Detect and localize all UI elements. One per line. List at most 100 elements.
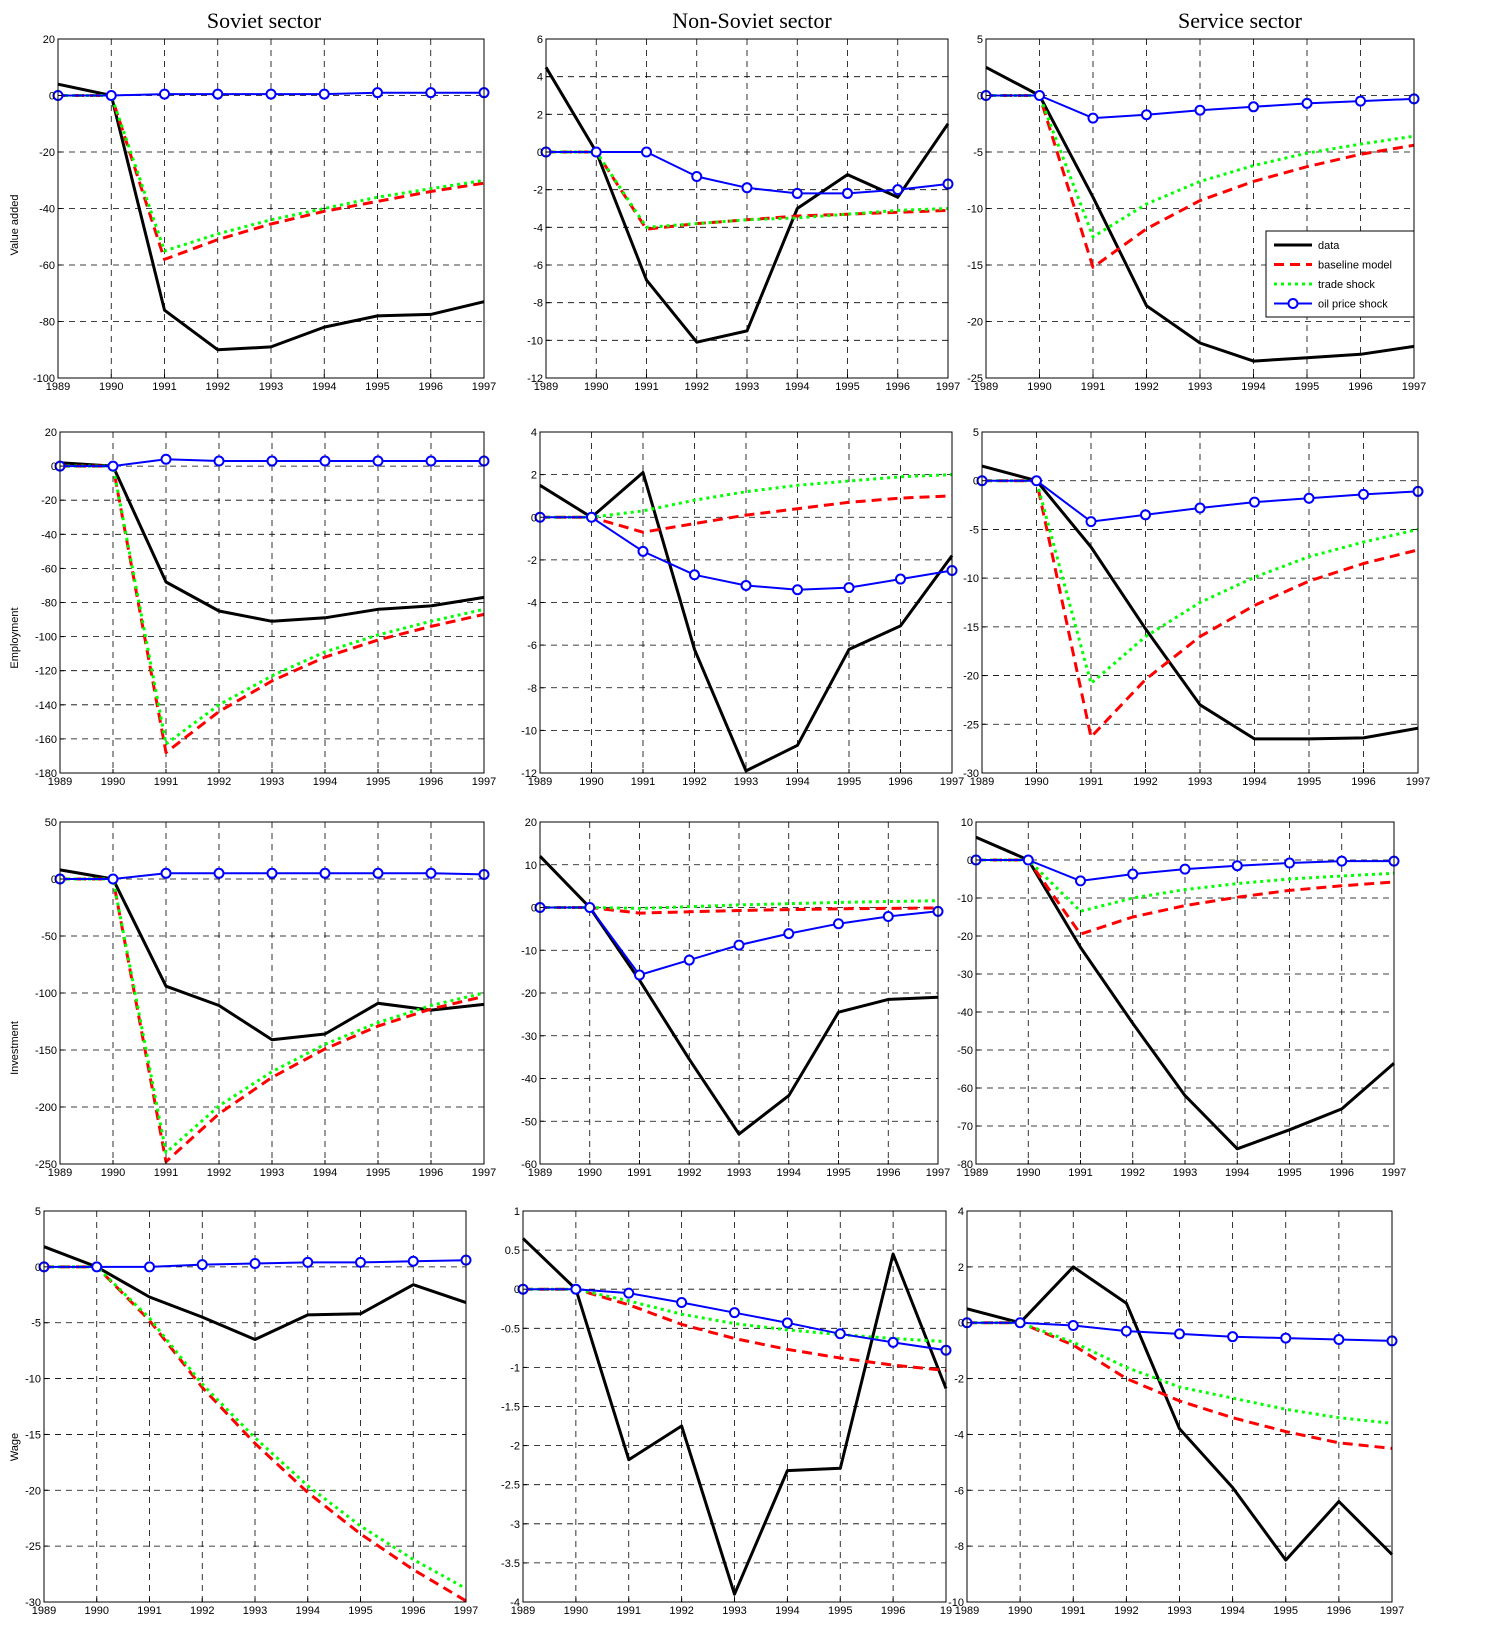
x-tick-label: 1992 — [1121, 1167, 1145, 1179]
x-tick-label: 1995 — [1295, 381, 1319, 393]
y-tick-label: -0.5 — [501, 1323, 520, 1335]
x-tick-label: 1991 — [154, 1167, 178, 1179]
y-tick-label: 0 — [51, 874, 57, 886]
series-point-oil — [729, 1307, 740, 1319]
y-tick-label: -50 — [957, 1045, 973, 1057]
row-labels: Value added Employment Investment Wage — [9, 195, 21, 1462]
y-tick-label: -10 — [527, 335, 543, 347]
y-tick-label: -8 — [533, 298, 543, 310]
y-tick-label: -15 — [25, 1429, 41, 1441]
x-tick-label: 1993 — [1188, 381, 1212, 393]
x-tick-label: 1992 — [677, 1167, 701, 1179]
series-point-oil — [1022, 854, 1034, 866]
y-tick-label: 0 — [973, 476, 979, 488]
x-tick-label: 1993 — [243, 1605, 267, 1617]
y-tick-label: -10 — [521, 945, 537, 957]
x-tick-label: 1989 — [46, 381, 70, 393]
y-tick-label: -20 — [41, 495, 57, 507]
panel-value-added-service-sector: 1989 1990 1991 1992 1993 1994 1995 1996 1997 -25 -… — [967, 34, 1426, 393]
series-point-oil — [634, 969, 645, 981]
x-tick-label: 1993 — [735, 381, 759, 393]
x-tick-label: 1993 — [727, 1167, 751, 1179]
series-line-trade — [967, 1321, 1393, 1425]
x-tick-label: 1996 — [419, 776, 443, 788]
x-tick-label: 1993 — [1167, 1605, 1191, 1617]
series-line-baseline — [60, 464, 485, 754]
x-tick-label: 1996 — [1351, 776, 1375, 788]
series-point-oil — [570, 1283, 582, 1295]
x-tick-label: 1995 — [1277, 1167, 1301, 1179]
x-tick-label: 19 — [940, 1605, 952, 1617]
series-point-oil — [691, 170, 703, 182]
y-tick-label: -5 — [31, 1318, 41, 1330]
x-tick-label: 1996 — [1348, 381, 1372, 393]
series-point-oil — [1179, 863, 1191, 875]
y-tick-label: -6 — [527, 640, 537, 652]
series-point-oil — [791, 187, 803, 199]
x-tick-label: 1990 — [1008, 1605, 1032, 1617]
series-point-oil — [319, 867, 331, 879]
x-tick-label: 1996 — [419, 1167, 443, 1179]
x-tick-label: 1989 — [511, 1605, 535, 1617]
x-tick-label: 1991 — [1068, 1167, 1092, 1179]
series-point-oil — [843, 582, 855, 594]
series-line-data — [966, 1265, 1394, 1562]
x-tick-label: 1993 — [260, 1167, 284, 1179]
x-tick-label: 1994 — [775, 1605, 799, 1617]
x-tick-label: 1992 — [206, 381, 230, 393]
series-point-oil — [319, 455, 331, 467]
x-tick-label: 1990 — [579, 776, 603, 788]
panel-wage-non-soviet-sector: 1989 1990 1991 1992 1993 1994 1995 1996 19 -4 -3.5… — [501, 1206, 952, 1617]
y-tick-label: -40 — [521, 1074, 537, 1086]
y-tick-label: 5 — [977, 34, 983, 46]
series-point-oil — [1034, 90, 1045, 101]
y-tick-label: -100 — [35, 632, 57, 644]
series-point-oil — [641, 146, 652, 158]
panel-wage-soviet-sector: 1989 1990 1991 1992 1993 1994 1995 1996 1997 -30 -… — [25, 1206, 478, 1617]
series-point-oil — [302, 1256, 314, 1268]
y-tick-label: -2 — [527, 555, 537, 567]
x-tick-label: 1992 — [669, 1605, 693, 1617]
series-line-baseline — [44, 1265, 467, 1603]
plot-area — [967, 1211, 1392, 1602]
y-tick-label: -1 — [510, 1362, 520, 1374]
column-title-service: Service sector — [1178, 8, 1303, 33]
y-tick-label: 50 — [45, 817, 57, 829]
y-tick-label: -40 — [957, 1007, 973, 1019]
y-tick-label: -20 — [39, 147, 55, 159]
y-tick-label: -12 — [527, 373, 543, 385]
y-tick-label: 0 — [49, 91, 55, 103]
series-point-oil — [1280, 1332, 1292, 1344]
x-tick-label: 1989 — [964, 1167, 988, 1179]
x-tick-label: 1995 — [828, 1605, 852, 1617]
y-tick-label: 0 — [967, 855, 973, 867]
x-tick-label: 1995 — [835, 381, 859, 393]
x-tick-label: 1994 — [296, 1605, 320, 1617]
y-tick-label: 4 — [537, 72, 543, 84]
y-tick-label: 10 — [961, 817, 973, 829]
y-tick-label: -2 — [954, 1374, 964, 1386]
x-tick-label: 1994 — [312, 381, 336, 393]
x-tick-label: 1997 — [926, 1167, 950, 1179]
y-tick-label: -6 — [533, 260, 543, 272]
series-point-oil — [1014, 1317, 1026, 1329]
x-tick-label: 1996 — [886, 381, 910, 393]
y-tick-label: 0 — [514, 1284, 520, 1296]
series-point-oil — [689, 569, 700, 581]
y-tick-label: -4 — [533, 222, 543, 234]
y-tick-label: -60 — [39, 260, 55, 272]
y-tick-label: 20 — [525, 817, 537, 829]
x-tick-label: 1991 — [631, 776, 655, 788]
series-point-oil — [1303, 492, 1315, 504]
series-point-oil — [1087, 112, 1099, 124]
y-tick-label: -2.5 — [501, 1480, 520, 1492]
series-point-oil — [842, 187, 853, 199]
y-tick-label: -5 — [973, 147, 983, 159]
series-point-oil — [1075, 875, 1086, 887]
series-point-oil — [1284, 857, 1295, 869]
y-tick-label: 4 — [958, 1206, 964, 1218]
x-tick-label: 1996 — [881, 1605, 905, 1617]
x-tick-label: 1996 — [888, 776, 912, 788]
series-point-oil — [623, 1287, 635, 1299]
y-tick-label: -100 — [35, 988, 57, 1000]
